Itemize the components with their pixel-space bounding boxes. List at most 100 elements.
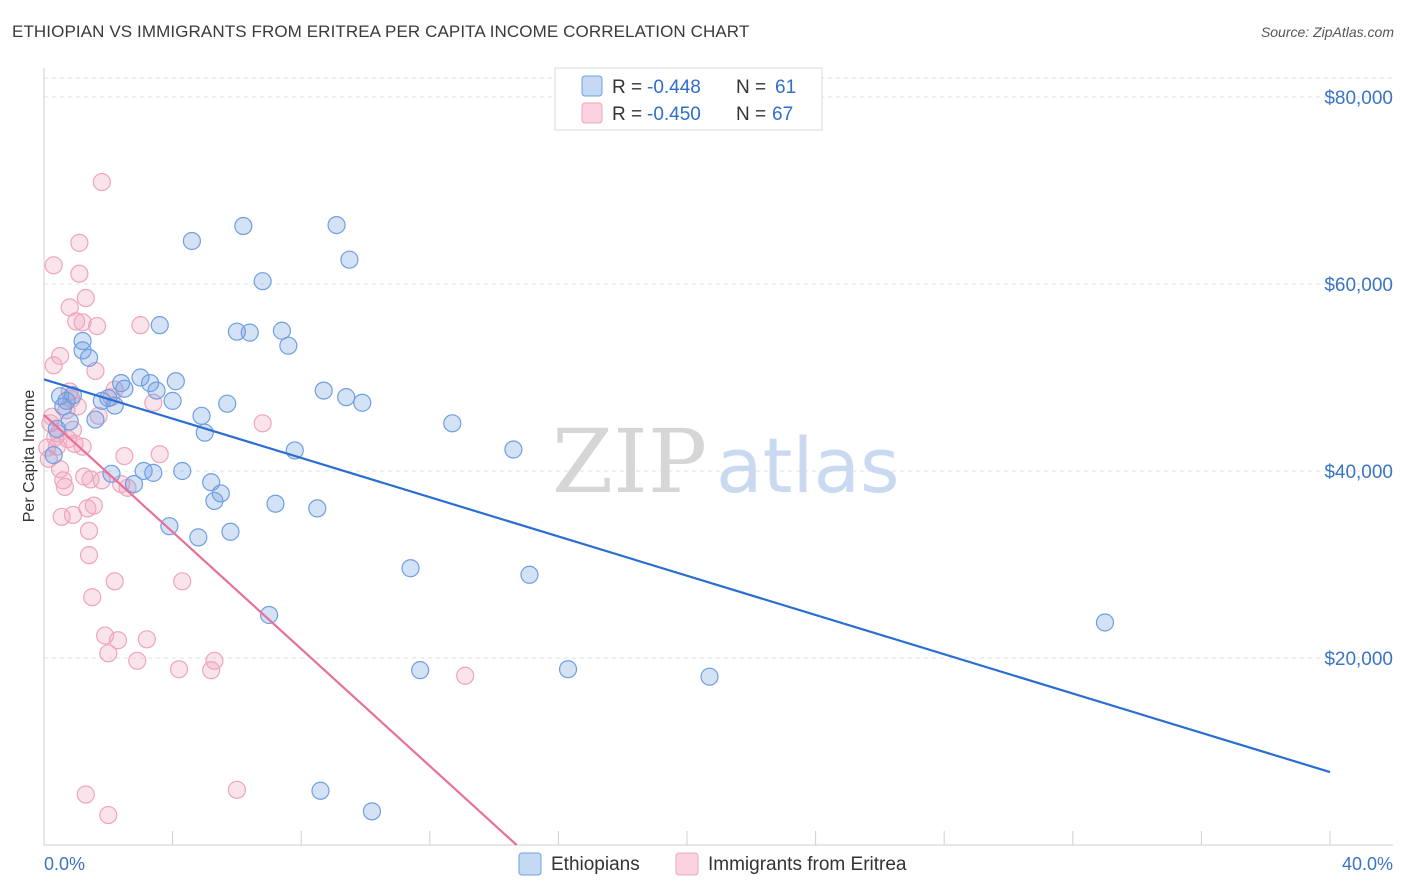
trend-line-ethiopians (43, 378, 1331, 774)
watermark-zip: ZIP (552, 410, 707, 513)
data-point (192, 406, 211, 425)
data-point (401, 559, 420, 578)
data-point (105, 572, 124, 591)
data-point (52, 507, 71, 526)
data-point (131, 316, 150, 335)
data-point (87, 316, 107, 336)
data-point (147, 381, 166, 400)
data-point (124, 474, 144, 494)
data-point (50, 346, 70, 366)
legend-swatch-ethiopians (518, 852, 542, 876)
data-point (150, 316, 169, 335)
stats-n-value-eritrea: 67 (772, 104, 793, 125)
data-point (337, 388, 356, 407)
data-point (115, 379, 134, 398)
y-tick-label: $40,000 (1324, 462, 1393, 483)
data-point (108, 631, 128, 650)
data-point (115, 446, 134, 466)
data-point (73, 331, 92, 351)
data-point (195, 423, 214, 442)
data-point (700, 667, 719, 686)
data-point (272, 321, 292, 340)
data-point (266, 494, 285, 513)
stats-r-label-eritrea: R = (612, 104, 642, 125)
data-point (73, 341, 92, 360)
data-point (327, 215, 346, 235)
data-point (218, 394, 237, 413)
data-point (92, 471, 111, 490)
data-point (189, 528, 208, 547)
data-point (131, 368, 150, 387)
data-point (79, 348, 99, 367)
data-point (128, 651, 147, 670)
data-point (140, 374, 160, 393)
data-point (99, 805, 118, 825)
data-point (308, 499, 327, 518)
data-point (558, 660, 578, 679)
y-tick-labels: $20,000 $40,000 $60,000 $80,000 (1324, 88, 1393, 670)
data-point (84, 496, 103, 515)
data-point (173, 461, 192, 481)
data-point (63, 386, 83, 405)
data-point (1095, 613, 1115, 632)
axes (43, 68, 1393, 846)
data-point (279, 336, 298, 355)
data-point (99, 644, 118, 663)
data-point (311, 781, 330, 800)
data-point (253, 272, 272, 291)
data-point (411, 661, 430, 680)
data-point (504, 440, 523, 459)
stats-r-value-eritrea: -0.450 (647, 104, 701, 125)
data-point (112, 374, 131, 393)
data-point (234, 216, 253, 236)
stats-legend: R = -0.448 N = 61 R = -0.450 N = 67 (554, 67, 823, 131)
data-point (79, 521, 99, 540)
data-point (44, 256, 63, 275)
trend-lines (43, 378, 1331, 846)
bottom-legend: Ethiopians Immigrants from Eritrea (518, 852, 907, 876)
y-axis-label: Per Capita Income (21, 390, 38, 523)
data-point (169, 660, 189, 679)
stats-r-value-ethiopians: -0.448 (647, 77, 701, 98)
data-point (86, 361, 105, 381)
data-point (182, 231, 201, 251)
stats-swatch-eritrea (581, 102, 603, 124)
gridlines (44, 77, 1393, 659)
data-point (54, 471, 73, 490)
data-point (221, 522, 240, 541)
data-point (163, 391, 182, 410)
data-point (76, 288, 95, 308)
data-point (362, 802, 382, 821)
data-point (67, 312, 86, 331)
data-point (259, 605, 279, 625)
legend-label-eritrea: Immigrants from Eritrea (708, 854, 907, 875)
data-point (456, 666, 475, 685)
stats-r-label-ethiopians: R = (612, 77, 642, 98)
data-point (76, 785, 95, 804)
legend-label-ethiopians: Ethiopians (551, 854, 640, 875)
data-point (253, 414, 272, 433)
stats-n-value-ethiopians: 61 (775, 77, 796, 98)
data-point (160, 517, 179, 536)
x-ticks (43, 831, 1331, 845)
data-point (144, 463, 163, 482)
data-point (314, 381, 333, 400)
stats-swatch-ethiopians (581, 75, 603, 97)
data-point (86, 410, 105, 429)
y-tick-label: $20,000 (1324, 649, 1393, 670)
stats-n-label-ethiopians: N = (736, 77, 766, 98)
chart-title: ETHIOPIAN VS IMMIGRANTS FROM ERITREA PER… (12, 22, 750, 41)
data-point (55, 477, 74, 496)
data-point (73, 437, 92, 456)
data-point (211, 484, 230, 503)
source-label: Source: ZipAtlas.com (1260, 24, 1394, 40)
series-eritrea-points (38, 172, 475, 825)
data-point (205, 491, 224, 511)
data-point (44, 356, 63, 375)
data-point (443, 414, 462, 433)
data-point (60, 412, 79, 431)
data-point (173, 572, 192, 591)
x-tick-label-max: 40.0% (1342, 854, 1393, 874)
data-point (70, 264, 89, 283)
y-tick-label: $80,000 (1324, 88, 1393, 109)
